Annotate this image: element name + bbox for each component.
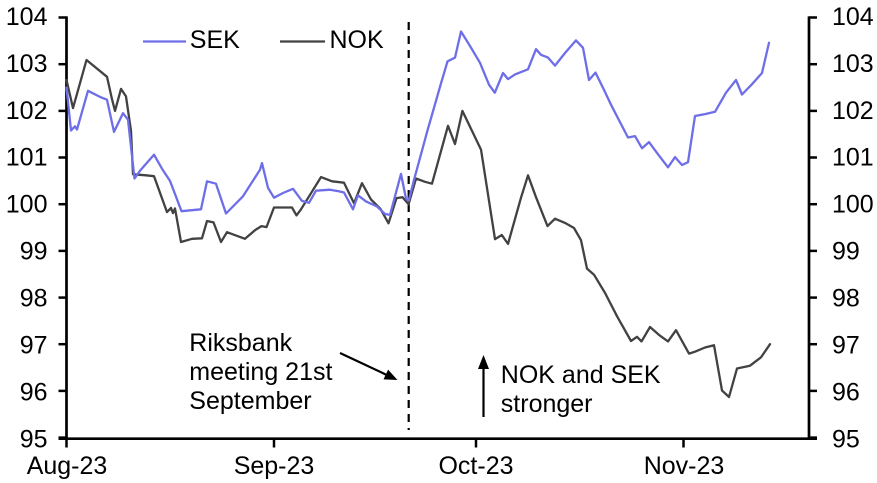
svg-text:101: 101	[6, 144, 48, 172]
svg-text:NOK and SEK: NOK and SEK	[501, 361, 661, 389]
svg-text:NOK: NOK	[330, 26, 385, 54]
svg-text:104: 104	[6, 3, 48, 31]
svg-text:Oct-23: Oct-23	[438, 452, 513, 480]
svg-text:96: 96	[20, 379, 48, 407]
svg-text:SEK: SEK	[190, 26, 240, 54]
svg-text:Riksbank: Riksbank	[189, 329, 292, 357]
svg-text:Nov-23: Nov-23	[644, 452, 725, 480]
svg-text:102: 102	[6, 97, 48, 125]
svg-text:104: 104	[832, 3, 874, 31]
svg-text:Aug-23: Aug-23	[27, 452, 108, 480]
svg-text:99: 99	[832, 238, 860, 266]
svg-text:98: 98	[20, 285, 48, 313]
svg-text:100: 100	[832, 191, 874, 219]
svg-text:95: 95	[832, 426, 860, 454]
svg-text:99: 99	[20, 238, 48, 266]
svg-text:Sep-23: Sep-23	[234, 452, 315, 480]
svg-text:98: 98	[832, 285, 860, 313]
svg-text:103: 103	[6, 50, 48, 78]
svg-text:September: September	[189, 387, 311, 415]
svg-text:102: 102	[832, 97, 874, 125]
svg-text:101: 101	[832, 144, 874, 172]
svg-text:97: 97	[832, 332, 860, 360]
svg-text:103: 103	[832, 50, 874, 78]
svg-text:96: 96	[832, 379, 860, 407]
svg-text:stronger: stronger	[501, 390, 593, 418]
svg-text:meeting 21st: meeting 21st	[189, 358, 332, 386]
svg-text:100: 100	[6, 191, 48, 219]
svg-text:97: 97	[20, 332, 48, 360]
svg-text:95: 95	[20, 426, 48, 454]
